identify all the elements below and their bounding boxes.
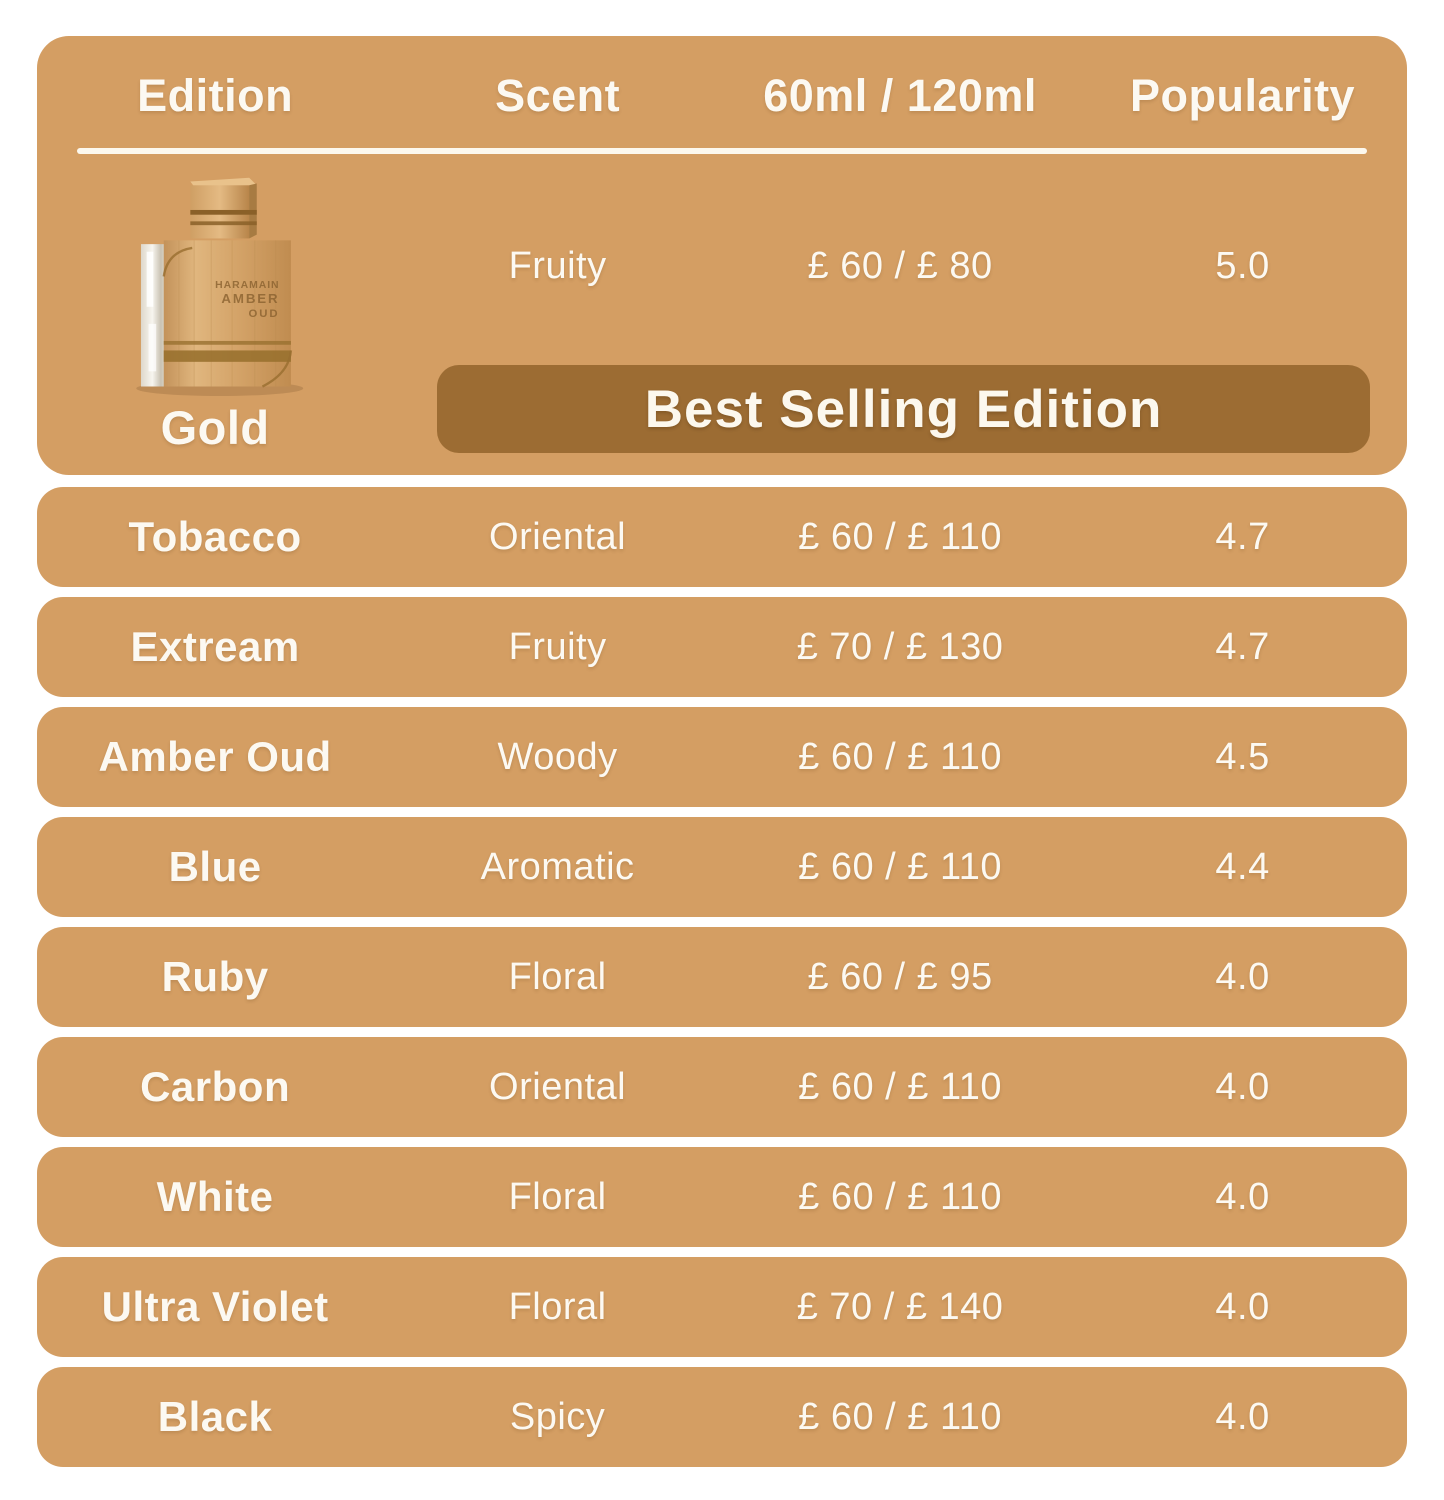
bottle-label-line3: OUD [249,308,280,320]
row-scent: Spicy [509,1395,606,1438]
row-scent: Floral [508,1285,607,1328]
table-row-tobacco: Tobacco Oriental £ 60 / £ 110 4.7 [37,487,1407,587]
row-edition: Amber Oud [98,733,332,780]
row-price: £ 60 / £ 110 [798,515,1003,558]
featured-edition-card: Edition Scent 60ml / 120ml Popularity Fr… [37,36,1407,475]
row-edition: Tobacco [128,513,302,560]
header-divider-line [77,148,1367,154]
row-scent: Woody [497,735,618,778]
row-popularity: 4.0 [1215,1285,1270,1328]
table-row-white: White Floral £ 60 / £ 110 4.0 [37,1147,1407,1247]
comparison-table: Edition Scent 60ml / 120ml Popularity Fr… [37,36,1407,1467]
row-edition: Ruby [161,953,269,1000]
table-row-ultra-violet: Ultra Violet Floral £ 70 / £ 140 4.0 [37,1257,1407,1357]
row-price: £ 60 / £ 110 [798,845,1003,888]
column-header-edition: Edition [137,70,294,121]
table-row-amber-oud: Amber Oud Woody £ 60 / £ 110 4.5 [37,707,1407,807]
row-price: £ 60 / £ 110 [798,1175,1003,1218]
perfume-bottle-icon: HARAMAIN AMBER OUD [136,177,304,396]
row-price: £ 60 / £ 110 [798,735,1003,778]
table-row-carbon: Carbon Oriental £ 60 / £ 110 4.0 [37,1037,1407,1137]
row-scent: Oriental [489,1065,627,1108]
featured-row-values: Fruity £ 60 / £ 80 5.0 [37,151,1407,381]
bottle-label-line1: HARAMAIN [215,280,279,291]
table-header-row: Edition Scent 60ml / 120ml Popularity [37,36,1407,122]
best-selling-badge: Best Selling Edition [437,365,1370,453]
row-popularity: 4.4 [1215,845,1270,888]
column-header-scent: Scent [495,70,621,121]
featured-price: £ 60 / £ 80 [807,244,993,287]
row-edition: Carbon [140,1063,291,1110]
row-edition: Black [157,1393,273,1440]
column-header-popularity: Popularity [1130,70,1356,121]
row-edition: Extream [130,623,300,670]
table-row-black: Black Spicy £ 60 / £ 110 4.0 [37,1367,1407,1467]
row-price: £ 70 / £ 140 [796,1285,1004,1328]
row-popularity: 4.7 [1215,625,1270,668]
featured-scent: Fruity [508,244,607,287]
featured-popularity: 5.0 [1215,244,1270,287]
table-row-blue: Blue Aromatic £ 60 / £ 110 4.4 [37,817,1407,917]
row-price: £ 60 / £ 110 [798,1395,1003,1438]
row-popularity: 4.0 [1215,1175,1270,1218]
row-scent: Oriental [489,515,627,558]
column-header-sizes: 60ml / 120ml [763,70,1037,121]
row-edition: Blue [168,843,262,890]
row-popularity: 4.0 [1215,1065,1270,1108]
row-edition: White [156,1173,274,1220]
featured-edition-name: Gold [160,401,270,454]
row-price: £ 60 / £ 95 [807,955,993,998]
row-scent: Aromatic [480,845,635,888]
table-row-extream: Extream Fruity £ 70 / £ 130 4.7 [37,597,1407,697]
perfume-bottle-image: HARAMAIN AMBER OUD [37,172,393,396]
table-row-ruby: Ruby Floral £ 60 / £ 95 4.0 [37,927,1407,1027]
row-popularity: 4.0 [1215,955,1270,998]
row-scent: Fruity [508,625,607,668]
row-popularity: 4.7 [1215,515,1270,558]
row-edition: Ultra Violet [101,1283,329,1330]
row-scent: Floral [508,955,607,998]
row-price: £ 70 / £ 130 [796,625,1004,668]
row-scent: Floral [508,1175,607,1218]
bottle-label-line2: AMBER [221,291,279,306]
row-popularity: 4.0 [1215,1395,1270,1438]
row-popularity: 4.5 [1215,735,1270,778]
row-price: £ 60 / £ 110 [798,1065,1003,1108]
